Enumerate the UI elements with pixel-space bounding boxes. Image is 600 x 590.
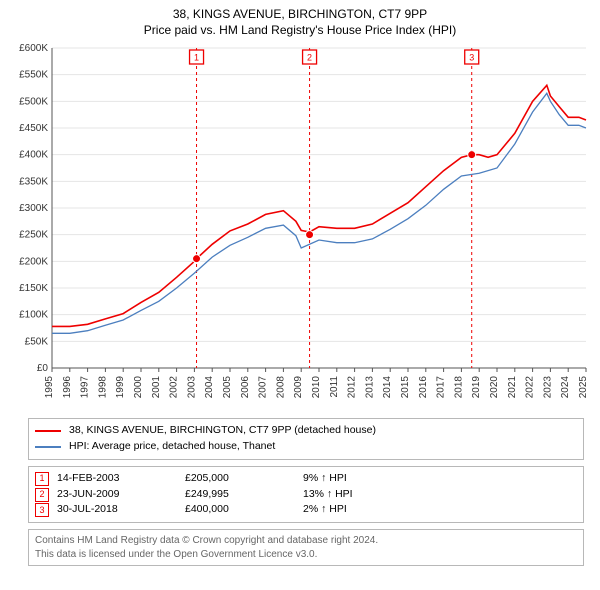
svg-text:£250K: £250K	[19, 230, 48, 241]
svg-text:2025: 2025	[578, 376, 589, 399]
svg-text:£0: £0	[37, 363, 49, 374]
svg-text:2020: 2020	[489, 376, 500, 399]
svg-text:2024: 2024	[560, 376, 571, 399]
svg-text:2023: 2023	[542, 376, 553, 399]
svg-text:2019: 2019	[471, 376, 482, 399]
svg-text:2022: 2022	[525, 376, 536, 399]
svg-text:1995: 1995	[44, 376, 55, 399]
svg-text:1: 1	[194, 53, 199, 63]
page-root: 38, KINGS AVENUE, BIRCHINGTON, CT7 9PP P…	[0, 0, 600, 590]
legend: 38, KINGS AVENUE, BIRCHINGTON, CT7 9PP (…	[28, 418, 584, 460]
svg-text:2015: 2015	[400, 376, 411, 399]
svg-text:£450K: £450K	[19, 123, 48, 134]
sale-hpi-delta: 9% ↑ HPI	[303, 471, 423, 487]
line-chart: £0 £50K £100K £150K £200K £250K £300K £350K £400…	[8, 42, 592, 412]
svg-text:2004: 2004	[204, 376, 215, 399]
svg-text:1998: 1998	[97, 376, 108, 399]
sale-row: 3 30-JUL-2018 £400,000 2% ↑ HPI	[35, 502, 577, 518]
svg-text:2014: 2014	[382, 376, 393, 399]
legend-swatch	[35, 446, 61, 448]
sale-marker-icon: 3	[35, 503, 49, 517]
svg-text:2010: 2010	[311, 376, 322, 399]
title-line-2: Price paid vs. HM Land Registry's House …	[8, 22, 592, 38]
sale-price: £400,000	[185, 502, 295, 518]
svg-text:2005: 2005	[222, 376, 233, 399]
svg-text:1999: 1999	[115, 376, 126, 399]
svg-text:2011: 2011	[329, 376, 340, 398]
svg-text:£200K: £200K	[19, 257, 48, 268]
svg-text:2003: 2003	[186, 376, 197, 399]
svg-text:£150K: £150K	[19, 283, 48, 294]
legend-item: 38, KINGS AVENUE, BIRCHINGTON, CT7 9PP (…	[35, 423, 577, 439]
title-line-1: 38, KINGS AVENUE, BIRCHINGTON, CT7 9PP	[8, 6, 592, 22]
svg-text:2016: 2016	[418, 376, 429, 399]
svg-text:£50K: £50K	[25, 337, 49, 348]
svg-text:2000: 2000	[133, 376, 144, 399]
svg-text:£100K: £100K	[19, 310, 48, 321]
svg-text:2001: 2001	[151, 376, 162, 399]
svg-text:3: 3	[469, 53, 474, 63]
svg-text:£600K: £600K	[19, 43, 48, 54]
sale-date: 14-FEB-2003	[57, 471, 177, 487]
svg-text:£300K: £300K	[19, 203, 48, 214]
legend-swatch	[35, 430, 61, 432]
svg-text:2012: 2012	[347, 376, 358, 399]
sale-row: 2 23-JUN-2009 £249,995 13% ↑ HPI	[35, 487, 577, 503]
sale-marker-icon: 1	[35, 472, 49, 486]
svg-text:2013: 2013	[364, 376, 375, 399]
svg-text:2021: 2021	[507, 376, 518, 399]
sale-hpi-delta: 2% ↑ HPI	[303, 502, 423, 518]
svg-text:£550K: £550K	[19, 70, 48, 81]
svg-text:2006: 2006	[240, 376, 251, 399]
svg-text:2017: 2017	[436, 376, 447, 399]
sale-date: 30-JUL-2018	[57, 502, 177, 518]
svg-text:2002: 2002	[169, 376, 180, 399]
svg-text:2008: 2008	[275, 376, 286, 399]
svg-text:£400K: £400K	[19, 150, 48, 161]
legend-item: HPI: Average price, detached house, Than…	[35, 439, 577, 455]
sale-date: 23-JUN-2009	[57, 487, 177, 503]
legend-label: HPI: Average price, detached house, Than…	[69, 439, 275, 455]
svg-text:1996: 1996	[62, 376, 73, 399]
chart-title: 38, KINGS AVENUE, BIRCHINGTON, CT7 9PP P…	[8, 6, 592, 38]
svg-text:2: 2	[307, 53, 312, 63]
licence-line-2: This data is licensed under the Open Gov…	[35, 548, 577, 562]
licence-line-1: Contains HM Land Registry data © Crown c…	[35, 534, 577, 548]
sale-price: £249,995	[185, 487, 295, 503]
sale-price: £205,000	[185, 471, 295, 487]
svg-text:2009: 2009	[293, 376, 304, 399]
licence-notice: Contains HM Land Registry data © Crown c…	[28, 529, 584, 566]
svg-text:2007: 2007	[258, 376, 269, 399]
sales-table: 1 14-FEB-2003 £205,000 9% ↑ HPI 2 23-JUN-2009…	[28, 466, 584, 523]
legend-label: 38, KINGS AVENUE, BIRCHINGTON, CT7 9PP (…	[69, 423, 376, 439]
svg-text:£350K: £350K	[19, 177, 48, 188]
sale-marker-icon: 2	[35, 488, 49, 502]
svg-text:£500K: £500K	[19, 97, 48, 108]
sale-row: 1 14-FEB-2003 £205,000 9% ↑ HPI	[35, 471, 577, 487]
svg-text:2018: 2018	[453, 376, 464, 399]
sale-hpi-delta: 13% ↑ HPI	[303, 487, 423, 503]
svg-text:1997: 1997	[80, 376, 91, 399]
